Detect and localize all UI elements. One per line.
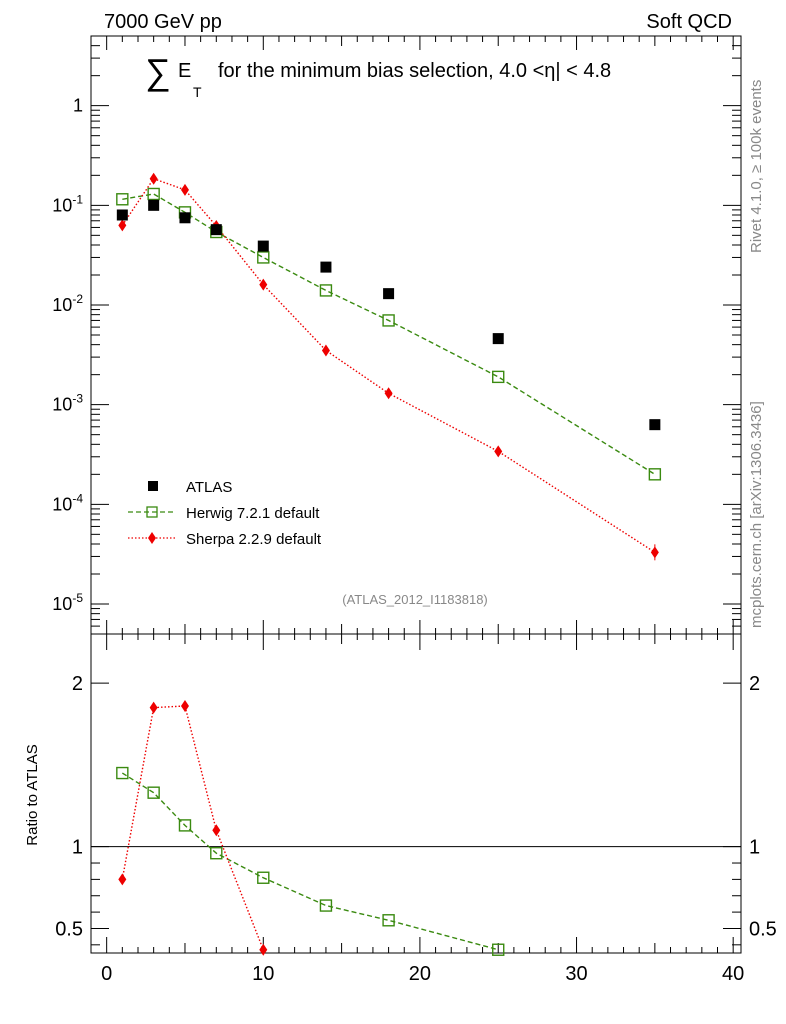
ratio-panel-data xyxy=(116,699,505,956)
herwig-main-point xyxy=(147,187,160,201)
atlas-main-point xyxy=(649,419,661,431)
header-left: 7000 GeV pp xyxy=(104,11,222,33)
legend-atlas-label: ATLAS xyxy=(186,479,232,496)
ratio-y-tick-label: 0.5 xyxy=(55,918,83,940)
sherpa-ratio-point xyxy=(118,873,127,886)
herwig-ratio-point xyxy=(178,819,192,832)
legend-sherpa-marker xyxy=(148,532,156,544)
sherpa-ratio-point xyxy=(212,824,221,837)
herwig-main-point xyxy=(319,284,333,297)
title-subscript: T xyxy=(193,84,202,100)
legend-atlas-marker xyxy=(148,481,158,491)
herwig-main-point xyxy=(492,370,505,384)
herwig-main-point xyxy=(116,193,129,206)
main-panel-data xyxy=(116,172,662,561)
rivet-label: Rivet 4.1.0, ≥ 100k events xyxy=(748,80,765,253)
title-sum-symbol: ∑ xyxy=(145,51,171,92)
main-y-tick-label: 1 xyxy=(73,96,83,116)
ratio-y-tick-label-right: 1 xyxy=(749,837,760,859)
sherpa-main-point xyxy=(650,546,659,559)
herwig-ratio-point xyxy=(210,847,223,860)
ratio-x-tick-label: 10 xyxy=(252,963,274,985)
atlas-main-point xyxy=(492,333,504,345)
legend-herwig-marker xyxy=(146,506,158,518)
ratio-y-tick-label: 1 xyxy=(72,837,83,859)
atlas-main-point xyxy=(320,261,332,273)
sherpa-main-point xyxy=(321,344,330,357)
main-y-tick-label: 10-4 xyxy=(52,491,83,514)
sherpa-main-point xyxy=(384,387,393,400)
legend-sherpa-label: Sherpa 2.2.9 default xyxy=(186,531,322,548)
ratio-panel-axes: 0.5 0.51 12 20 10 20 30 40 xyxy=(55,633,777,985)
herwig-ratio-point xyxy=(257,871,270,884)
sherpa-main-point xyxy=(149,172,158,185)
ratio-x-tick-label: 30 xyxy=(565,963,587,985)
mcplots-label: mcplots.cern.ch [arXiv:1306.3436] xyxy=(748,401,765,628)
herwig-ratio-point xyxy=(492,943,505,956)
ratio-frame xyxy=(90,633,742,954)
herwig-main-point xyxy=(257,251,270,264)
header-right: Soft QCD xyxy=(646,11,732,33)
ratio-y-tick-label-right: 0.5 xyxy=(749,918,777,940)
sherpa-ratio-point xyxy=(259,943,268,956)
ratio-y-tick-label-right: 2 xyxy=(749,673,760,695)
title-text: for the minimum bias selection, 4.0 <η| … xyxy=(218,60,611,82)
sherpa-main-point xyxy=(259,278,268,291)
sherpa-main-point xyxy=(494,445,503,458)
main-y-tick-label: 10-5 xyxy=(52,591,83,614)
main-y-tick-label: 10-2 xyxy=(52,292,83,315)
legend-herwig-label: Herwig 7.2.1 default xyxy=(186,505,320,522)
main-y-tick-label: 10-1 xyxy=(52,192,83,215)
main-panel-axes: 10-5 10-4 10-3 10-2 10-1 1 xyxy=(52,35,742,635)
ratio-ylabel: Ratio to ATLAS xyxy=(24,744,41,845)
herwig-main-point xyxy=(648,468,662,481)
ratio-y-tick-label: 2 xyxy=(72,673,83,695)
ratio-x-tick-label: 0 xyxy=(101,963,112,985)
ratio-x-tick-label: 20 xyxy=(409,963,431,985)
herwig-ratio-point xyxy=(116,766,129,780)
herwig-main-line xyxy=(122,193,656,475)
atlas-main-point xyxy=(210,224,222,236)
sherpa-ratio-line xyxy=(121,705,264,950)
atlas-main-point xyxy=(148,199,160,211)
sherpa-main-point xyxy=(180,183,189,196)
sherpa-main-point xyxy=(118,219,127,232)
herwig-main-point xyxy=(382,314,395,327)
herwig-ratio-point xyxy=(319,899,333,912)
main-y-tick-label: 10-3 xyxy=(52,392,83,415)
legend: ATLAS Herwig 7.2.1 default Sherpa 2.2.9 … xyxy=(128,479,322,548)
sherpa-main-line xyxy=(121,177,656,553)
ratio-x-tick-label: 40 xyxy=(722,963,744,985)
herwig-ratio-point xyxy=(382,914,395,927)
herwig-ratio-point xyxy=(147,786,160,799)
atlas-main-point xyxy=(179,212,191,224)
title-variable: E xyxy=(178,60,191,82)
atlas-main-point xyxy=(116,209,128,221)
analysis-tag: (ATLAS_2012_I1183818) xyxy=(342,592,488,607)
sherpa-ratio-point xyxy=(149,701,158,714)
atlas-main-point xyxy=(383,288,395,300)
herwig-ratio-line xyxy=(121,772,499,951)
sherpa-ratio-point xyxy=(180,699,189,712)
atlas-main-point xyxy=(257,240,269,252)
